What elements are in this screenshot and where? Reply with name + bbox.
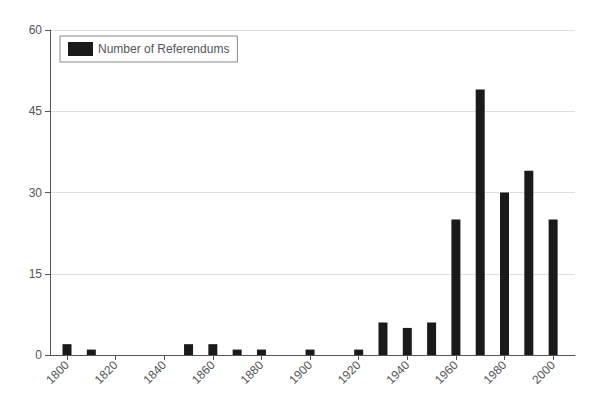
svg-text:30: 30 bbox=[29, 186, 43, 200]
svg-text:15: 15 bbox=[29, 267, 43, 281]
svg-text:1900: 1900 bbox=[286, 358, 315, 387]
svg-text:1980: 1980 bbox=[481, 358, 510, 387]
svg-text:1820: 1820 bbox=[92, 358, 121, 387]
svg-text:1840: 1840 bbox=[140, 358, 169, 387]
svg-text:0: 0 bbox=[35, 348, 42, 362]
svg-text:Number of Referendums: Number of Referendums bbox=[98, 42, 229, 56]
svg-text:2000: 2000 bbox=[529, 358, 558, 387]
svg-text:1860: 1860 bbox=[189, 358, 218, 387]
svg-text:1960: 1960 bbox=[432, 358, 461, 387]
svg-text:1880: 1880 bbox=[238, 358, 267, 387]
svg-text:45: 45 bbox=[29, 104, 43, 118]
svg-text:1800: 1800 bbox=[43, 358, 72, 387]
svg-text:1940: 1940 bbox=[383, 358, 412, 387]
svg-text:60: 60 bbox=[29, 23, 43, 37]
svg-text:1920: 1920 bbox=[335, 358, 364, 387]
